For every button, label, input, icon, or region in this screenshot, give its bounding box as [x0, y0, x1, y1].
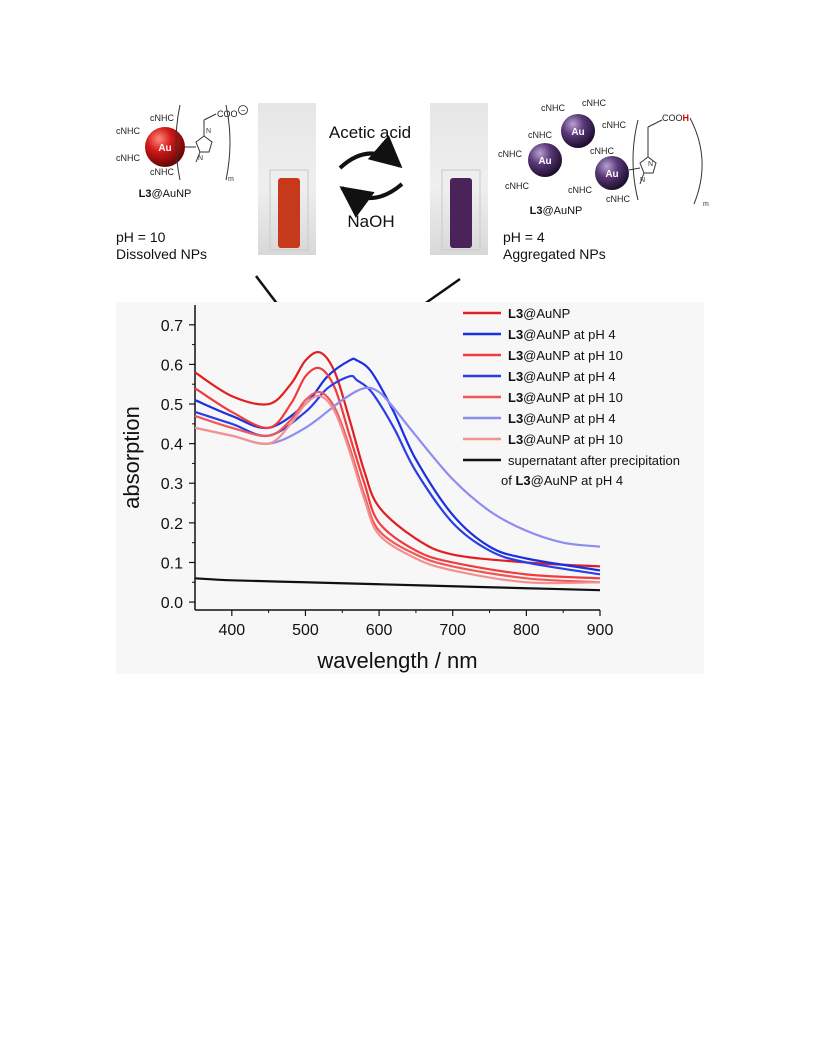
purple-nanoparticle-2 [528, 143, 562, 177]
x-axis-label: wavelength / nm [316, 648, 477, 673]
right-cuvette-liquid [450, 178, 472, 248]
left-compound-name: L3@AuNP [139, 188, 192, 200]
cycle-arrow-bottom [339, 182, 404, 218]
y-tick-label: 0.4 [161, 437, 183, 454]
right-ligand-8: cNHC [568, 185, 592, 195]
x-tick-label: 600 [366, 622, 393, 639]
left-cuvette-glass [269, 169, 309, 251]
series-line-8 [194, 577, 601, 592]
left-n-label-1: N [206, 128, 211, 135]
y-tick-label: 0.0 [161, 595, 183, 612]
legend-label-7: L3@AuNP at pH 10 [508, 432, 623, 447]
left-ligand-1: cNHC [150, 113, 174, 123]
red-nanoparticle [145, 127, 185, 167]
legend-label-8: supernatant after precipitation [508, 453, 680, 468]
au-label-right-1: Au [571, 127, 584, 138]
y-tick-label: 0.6 [161, 357, 183, 374]
right-ligand-9: cNHC [606, 194, 630, 204]
y-tick-label: 0.1 [161, 555, 183, 572]
legend-label-3: L3@AuNP at pH 10 [508, 348, 623, 363]
left-coo-label: COO [217, 109, 238, 119]
right-ligand-1: cNHC [541, 103, 565, 113]
au-label-left: Au [158, 143, 171, 154]
right-ligand-3: cNHC [602, 120, 626, 130]
right-cuvette-glass [441, 169, 481, 251]
right-ligand-6: cNHC [590, 146, 614, 156]
chart-background [116, 302, 704, 674]
right-ligand-2: cNHC [582, 98, 606, 108]
left-ligand-4: cNHC [150, 167, 174, 177]
series-line-5 [194, 390, 601, 584]
au-label-right-3: Au [605, 169, 618, 180]
left-scheme: Au N N COO − m cNHC cNHC cNHC cNHC L3@Au… [116, 103, 316, 262]
legend-label-6: L3@AuNP at pH 4 [508, 411, 616, 426]
right-ligand-7: cNHC [505, 181, 529, 191]
left-ph-label: pH = 10 [116, 229, 166, 245]
y-tick-label: 0.5 [161, 397, 183, 414]
plot-area: 400 500 600 700 800 900 0.0 0.1 0.2 0.3 0.4 0.5 0.6 0… [119, 305, 680, 673]
right-n-label-1: N [648, 161, 653, 168]
right-state-label: Aggregated NPs [503, 246, 606, 262]
y-tick-label: 0.7 [161, 318, 183, 335]
right-scheme: Au Au Au cNHC cNHC cNHC cNHC cNHC cNHC c… [430, 98, 709, 262]
series-line-3 [194, 366, 601, 580]
right-ligand-structure [628, 117, 703, 205]
reversible-reaction: Acetic acid NaOH [329, 123, 411, 231]
right-ligand-4: cNHC [528, 130, 552, 140]
left-charge-circle [238, 105, 248, 115]
x-tick-label: 400 [218, 622, 245, 639]
left-n-label-2: N [198, 155, 203, 162]
legend-label-1: L3@AuNP [508, 306, 570, 321]
series-line-7 [194, 394, 601, 585]
legend-label-5: L3@AuNP at pH 10 [508, 390, 623, 405]
legend-label-2: L3@AuNP at pH 4 [508, 327, 616, 342]
left-cuvette-liquid [278, 178, 300, 248]
acetic-acid-label: Acetic acid [329, 123, 411, 142]
cycle-arrow-top [338, 135, 403, 170]
au-label-right-2: Au [538, 156, 551, 167]
left-subscript-m: m [228, 176, 234, 183]
y-tick-label: 0.3 [161, 476, 183, 493]
x-tick-label: 500 [292, 622, 319, 639]
right-ligand-5: cNHC [498, 149, 522, 159]
y-tick-label: 0.2 [161, 516, 183, 533]
series-line-1 [194, 350, 601, 568]
naoh-label: NaOH [347, 212, 394, 231]
legend-label-8-line2: of L3@AuNP at pH 4 [501, 473, 623, 488]
x-tick-label: 800 [513, 622, 540, 639]
right-compound-name: L3@AuNP [530, 205, 583, 217]
right-cooh-label: COOH [662, 113, 689, 123]
left-ligand-structure [175, 104, 231, 181]
x-tick-label: 900 [587, 622, 614, 639]
purple-nanoparticle-1 [561, 114, 595, 148]
purple-nanoparticle-3 [595, 156, 629, 190]
y-axis-label: absorption [119, 406, 144, 509]
left-ligand-3: cNHC [116, 153, 140, 163]
right-subscript-m: m [703, 201, 709, 208]
left-ligand-2: cNHC [116, 126, 140, 136]
legend-label-4: L3@AuNP at pH 4 [508, 369, 616, 384]
x-tick-label: 700 [439, 622, 466, 639]
right-n-label-2: N [640, 177, 645, 184]
left-charge-sign: − [241, 106, 246, 115]
left-state-label: Dissolved NPs [116, 246, 207, 262]
right-ph-label: pH = 4 [503, 229, 545, 245]
